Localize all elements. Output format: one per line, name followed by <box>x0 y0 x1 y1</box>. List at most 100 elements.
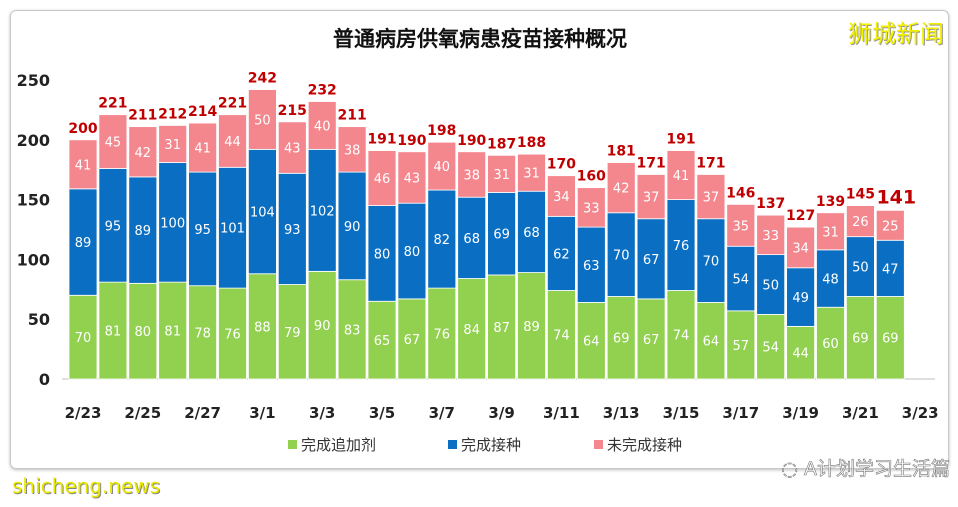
bar-segment-1 <box>756 314 786 380</box>
bar-segment-1 <box>606 296 636 380</box>
segment-label: 38 <box>344 143 361 158</box>
segment-label: 43 <box>284 142 301 157</box>
segment-label: 81 <box>164 325 181 340</box>
watermark-bottom-right: ◌ A计划学习生活篇 <box>781 454 950 481</box>
bar-segment-3 <box>337 126 367 173</box>
segment-label: 69 <box>493 228 510 243</box>
segment-label: 40 <box>434 160 451 175</box>
bar-segment-1 <box>68 294 98 380</box>
legend-swatch <box>594 440 603 449</box>
segment-label: 80 <box>135 325 152 340</box>
bar-segment-1 <box>98 281 128 380</box>
bar-segment-3 <box>517 153 546 192</box>
segment-label: 44 <box>792 347 809 362</box>
bar-segment-3 <box>128 126 158 178</box>
bar-segment-3 <box>786 226 815 269</box>
bar-segment-2 <box>726 245 756 312</box>
total-label: 160 <box>577 169 606 185</box>
x-tick-label: 3/17 <box>722 404 759 422</box>
y-tick-label: 250 <box>17 71 50 90</box>
segment-label: 62 <box>553 247 570 262</box>
x-tick-label: 3/9 <box>488 404 514 422</box>
chart-frame <box>10 10 949 469</box>
bar-segment-1 <box>666 290 696 380</box>
bar-segment-2 <box>846 236 875 297</box>
segment-label: 90 <box>314 319 331 334</box>
segment-label: 93 <box>284 223 301 238</box>
segment-label: 95 <box>194 223 211 238</box>
segment-label: 88 <box>254 320 271 335</box>
bar-segment-3 <box>277 121 307 174</box>
segment-label: 47 <box>882 262 899 277</box>
total-label: 200 <box>68 121 97 137</box>
bar-segment-2 <box>457 196 487 279</box>
bar-segment-1 <box>696 302 726 380</box>
bar-segment-1 <box>277 284 307 380</box>
bar-segment-3 <box>666 150 696 200</box>
segment-label: 33 <box>762 229 779 244</box>
bar-segment-1 <box>726 310 756 380</box>
y-tick-label: 50 <box>28 310 50 329</box>
bar-segment-3 <box>756 214 786 256</box>
x-tick-label: 3/1 <box>249 404 275 422</box>
segment-label: 74 <box>673 329 690 344</box>
x-tick-label: 3/11 <box>543 404 580 422</box>
segment-label: 31 <box>523 167 540 182</box>
bar-segment-2 <box>427 189 457 289</box>
bar-segment-2 <box>636 218 666 300</box>
segment-label: 79 <box>284 326 301 341</box>
y-tick-label: 100 <box>17 250 50 269</box>
legend-swatch <box>448 440 457 449</box>
x-tick-label: 3/3 <box>309 404 335 422</box>
segment-label: 95 <box>105 219 122 234</box>
segment-label: 81 <box>105 325 122 340</box>
total-label: 212 <box>158 106 187 122</box>
bar-segment-2 <box>68 188 98 296</box>
segment-label: 64 <box>703 335 720 350</box>
bar-segment-3 <box>307 101 337 150</box>
bar-segment-2 <box>307 148 337 272</box>
bar-segment-3 <box>816 212 845 251</box>
bar-segment-1 <box>307 270 337 380</box>
segment-label: 69 <box>852 332 869 347</box>
x-tick-label: 2/23 <box>65 404 102 422</box>
x-tick-label: 3/21 <box>842 404 879 422</box>
bar-segment-3 <box>188 122 218 173</box>
segment-label: 89 <box>523 320 540 335</box>
watermark-text: A计划学习生活篇 <box>804 458 951 481</box>
segment-label: 42 <box>613 182 630 197</box>
segment-label: 54 <box>733 273 750 288</box>
segment-label: 31 <box>164 138 181 153</box>
segment-label: 65 <box>374 334 391 349</box>
segment-label: 50 <box>254 113 271 128</box>
bar-segment-3 <box>846 205 875 238</box>
bar-segment-3 <box>397 151 427 204</box>
segment-label: 80 <box>374 247 391 262</box>
segment-label: 41 <box>194 142 211 157</box>
segment-label: 67 <box>643 253 660 268</box>
total-label: 145 <box>846 187 875 203</box>
segment-label: 50 <box>852 261 869 276</box>
bar-segment-3 <box>606 162 636 214</box>
x-tick-label: 3/23 <box>902 404 939 422</box>
legend-label: 未完成接种 <box>607 436 682 454</box>
segment-label: 63 <box>583 259 600 274</box>
bar-segment-3 <box>247 89 277 150</box>
total-label: 221 <box>98 96 127 112</box>
bar-segment-2 <box>218 166 247 289</box>
segment-label: 31 <box>822 225 839 240</box>
bar-segment-3 <box>636 174 666 220</box>
bar-segment-1 <box>188 285 218 380</box>
bar-segment-2 <box>337 171 367 281</box>
total-label: 139 <box>816 194 845 210</box>
bar-segment-2 <box>696 218 726 303</box>
segment-label: 45 <box>105 136 122 151</box>
segment-label: 90 <box>344 220 361 235</box>
bar-segment-1 <box>816 306 845 380</box>
total-label: 214 <box>188 104 217 120</box>
legend-label: 完成接种 <box>461 436 521 454</box>
segment-label: 48 <box>822 273 839 288</box>
bar-segment-3 <box>427 141 457 191</box>
x-tick-label: 3/5 <box>369 404 395 422</box>
segment-label: 76 <box>434 328 451 343</box>
